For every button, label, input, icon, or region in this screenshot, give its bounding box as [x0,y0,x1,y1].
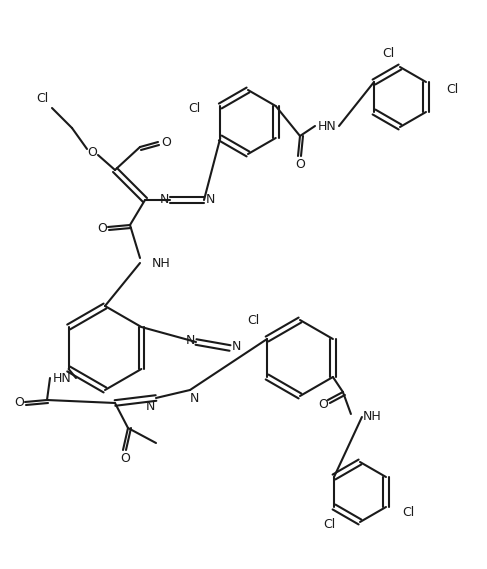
Text: NH: NH [152,257,171,270]
Text: Cl: Cl [188,101,200,114]
Text: Cl: Cl [36,92,48,105]
Text: Cl: Cl [402,505,414,518]
Text: O: O [87,146,97,159]
Text: HN: HN [53,372,72,385]
Text: Cl: Cl [446,83,458,96]
Text: N: N [145,399,155,413]
Text: O: O [14,397,24,410]
Text: N: N [231,340,241,353]
Text: NH: NH [363,410,382,423]
Text: O: O [161,135,171,149]
Text: N: N [189,391,199,405]
Text: Cl: Cl [323,518,335,531]
Text: N: N [159,192,169,205]
Text: Cl: Cl [382,47,394,60]
Text: O: O [120,451,130,464]
Text: N: N [206,192,215,205]
Text: Cl: Cl [247,315,259,328]
Text: O: O [97,221,107,234]
Text: HN: HN [318,119,337,133]
Text: N: N [186,335,195,348]
Text: O: O [295,158,305,171]
Text: O: O [318,398,328,410]
